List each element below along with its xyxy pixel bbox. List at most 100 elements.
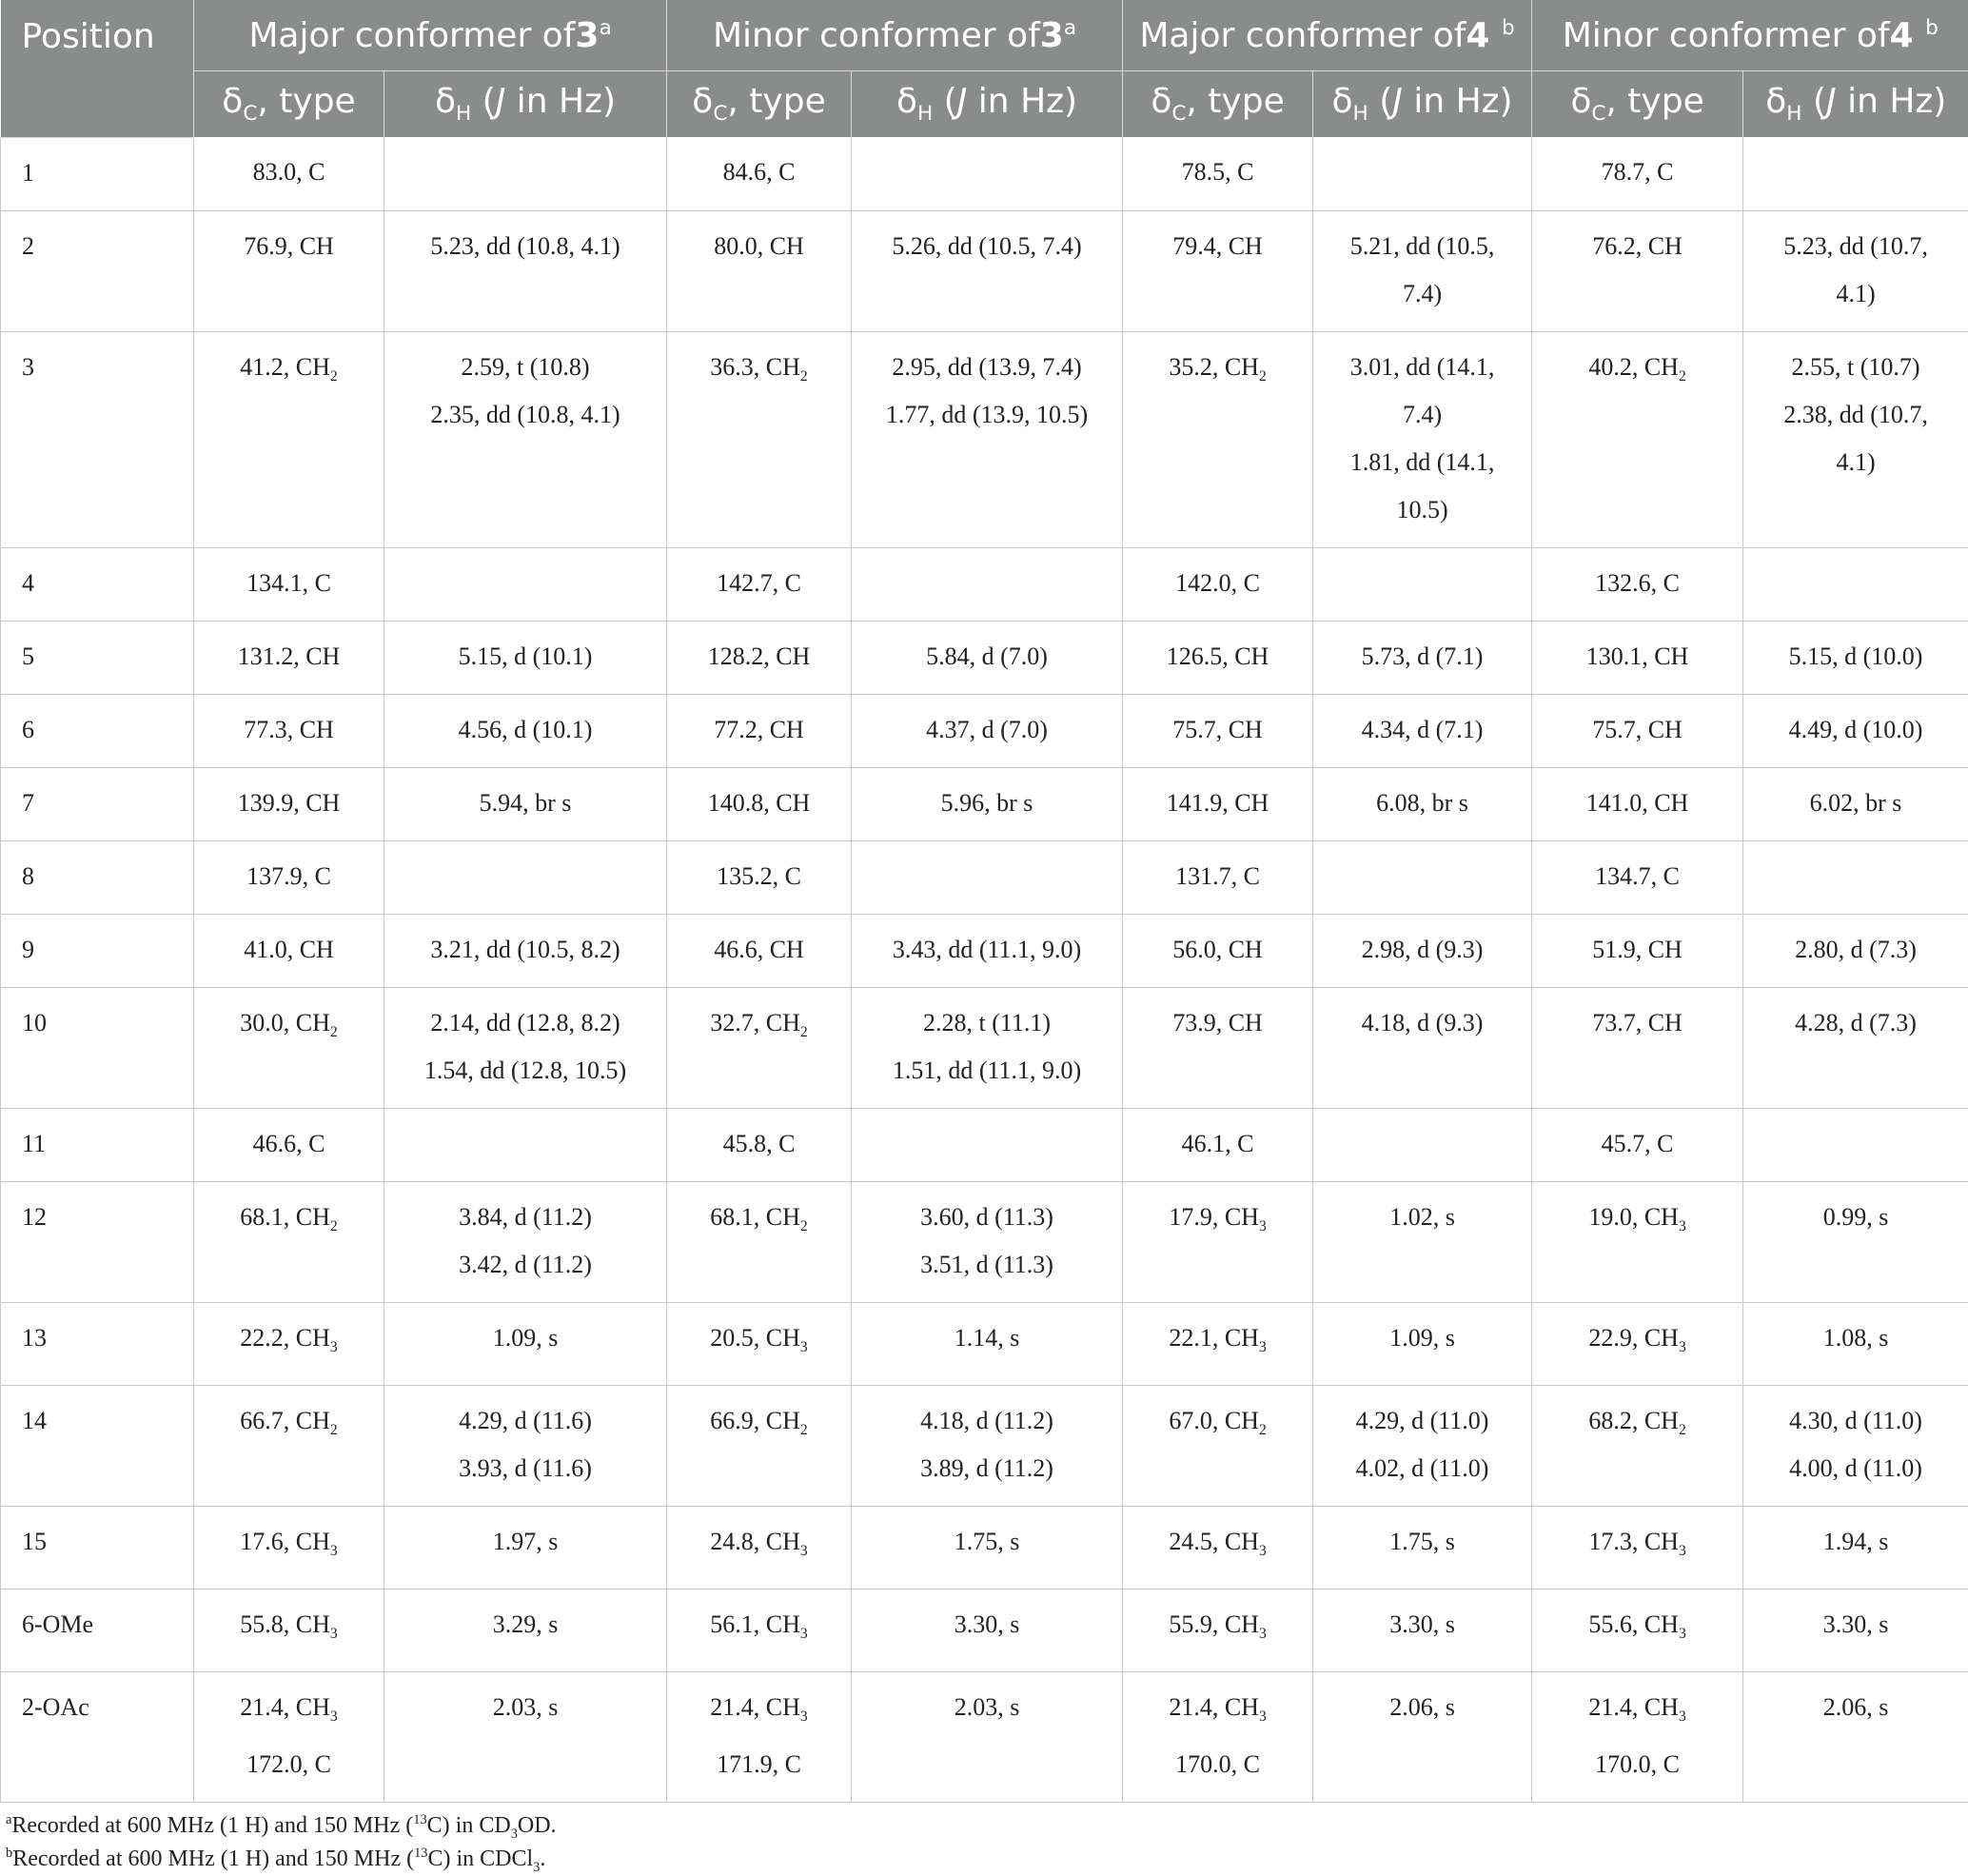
delta-c-cell: 68.2, CH2 [1532,1385,1743,1506]
delta-h-cell: 5.94, br s [384,767,667,840]
delta-c-cell: 130.1, CH [1532,621,1743,694]
position-cell: 1 [1,137,194,210]
delta-h-cell: 4.18, d (11.2)3.89, d (11.2) [852,1385,1123,1506]
delta-c-cell: 55.6, CH3 [1532,1589,1743,1671]
delta-h-cell: 4.56, d (10.1) [384,694,667,767]
delta-c-cell: 132.6, C [1532,547,1743,621]
header-group: Major conformer of4 b [1123,0,1532,71]
delta-c-cell: 139.9, CH [194,767,384,840]
delta-h-cell: 4.37, d (7.0) [852,694,1123,767]
header-position: Position [1,0,194,137]
delta-h-cell: 4.34, d (7.1) [1313,694,1532,767]
header-delta-h-j: δH (J in Hz) [384,71,667,138]
delta-c-cell: 36.3, CH2 [667,331,852,547]
delta-c-cell: 83.0, C [194,137,384,210]
delta-c-cell: 40.2, CH2 [1532,331,1743,547]
delta-h-cell: 2.14, dd (12.8, 8.2)1.54, dd (12.8, 10.5… [384,987,667,1108]
header-delta-c-type: δC, type [667,71,852,138]
delta-h-cell: 5.21, dd (10.5,7.4) [1313,210,1532,331]
delta-h-cell [1313,137,1532,210]
delta-c-cell: 46.1, C [1123,1108,1313,1181]
delta-h-cell: 3.43, dd (11.1, 9.0) [852,914,1123,987]
delta-h-cell: 1.09, s [384,1302,667,1385]
delta-c-cell: 19.0, CH3 [1532,1181,1743,1302]
delta-h-cell: 4.29, d (11.0)4.02, d (11.0) [1313,1385,1532,1506]
delta-c-cell: 75.7, CH [1123,694,1313,767]
delta-c-cell: 141.9, CH [1123,767,1313,840]
position-cell: 15 [1,1506,194,1589]
footnote: aRecorded at 600 MHz (1 H) and 150 MHz (… [6,1812,557,1843]
delta-c-cell: 22.9, CH3 [1532,1302,1743,1385]
delta-h-cell [1313,547,1532,621]
delta-c-cell: 30.0, CH2 [194,987,384,1108]
position-cell: 12 [1,1181,194,1302]
delta-c-cell: 66.7, CH2 [194,1385,384,1506]
position-cell: 3 [1,331,194,547]
delta-h-cell [852,137,1123,210]
delta-h-cell: 5.23, dd (10.7,4.1) [1743,210,1968,331]
delta-h-cell: 5.23, dd (10.8, 4.1) [384,210,667,331]
delta-c-cell: 140.8, CH [667,767,852,840]
delta-h-cell: 1.09, s [1313,1302,1532,1385]
header-delta-c-type: δC, type [194,71,384,138]
delta-h-cell: 3.01, dd (14.1,7.4)1.81, dd (14.1,10.5) [1313,331,1532,547]
position-cell: 9 [1,914,194,987]
delta-h-cell: 6.02, br s [1743,767,1968,840]
delta-c-cell: 67.0, CH2 [1123,1385,1313,1506]
header-delta-h-j: δH (J in Hz) [1743,71,1968,138]
delta-h-cell: 3.60, d (11.3)3.51, d (11.3) [852,1181,1123,1302]
delta-h-cell: 4.29, d (11.6)3.93, d (11.6) [384,1385,667,1506]
position-cell: 11 [1,1108,194,1181]
delta-c-cell: 17.9, CH3 [1123,1181,1313,1302]
delta-c-cell: 135.2, C [667,840,852,914]
delta-h-cell: 1.75, s [1313,1506,1532,1589]
delta-h-cell [852,840,1123,914]
delta-c-cell: 41.2, CH2 [194,331,384,547]
delta-h-cell [852,547,1123,621]
delta-c-cell: 79.4, CH [1123,210,1313,331]
delta-h-cell: 2.06, s [1313,1672,1532,1803]
delta-h-cell: 0.99, s [1743,1181,1968,1302]
delta-c-cell: 76.9, CH [194,210,384,331]
delta-h-cell: 5.15, d (10.0) [1743,621,1968,694]
position-cell: 6-OMe [1,1589,194,1671]
delta-h-cell: 5.84, d (7.0) [852,621,1123,694]
position-cell: 2 [1,210,194,331]
delta-c-cell: 141.0, CH [1532,767,1743,840]
delta-c-cell: 22.2, CH3 [194,1302,384,1385]
position-cell: 5 [1,621,194,694]
delta-c-cell: 142.7, C [667,547,852,621]
delta-h-cell: 5.73, d (7.1) [1313,621,1532,694]
position-cell: 2-OAc [1,1672,194,1803]
position-cell: 8 [1,840,194,914]
delta-h-cell: 3.30, s [852,1589,1123,1671]
delta-h-cell: 4.30, d (11.0)4.00, d (11.0) [1743,1385,1968,1506]
delta-h-cell: 2.28, t (11.1)1.51, dd (11.1, 9.0) [852,987,1123,1108]
delta-h-cell: 5.26, dd (10.5, 7.4) [852,210,1123,331]
delta-h-cell: 4.28, d (7.3) [1743,987,1968,1108]
delta-h-cell: 1.02, s [1313,1181,1532,1302]
header-group: Minor conformer of4 b [1532,0,1968,71]
delta-c-cell: 46.6, C [194,1108,384,1181]
delta-c-cell: 66.9, CH2 [667,1385,852,1506]
header-delta-c-type: δC, type [1532,71,1743,138]
delta-c-cell: 131.2, CH [194,621,384,694]
position-cell: 13 [1,1302,194,1385]
delta-c-cell: 51.9, CH [1532,914,1743,987]
delta-h-cell: 2.03, s [852,1672,1123,1803]
